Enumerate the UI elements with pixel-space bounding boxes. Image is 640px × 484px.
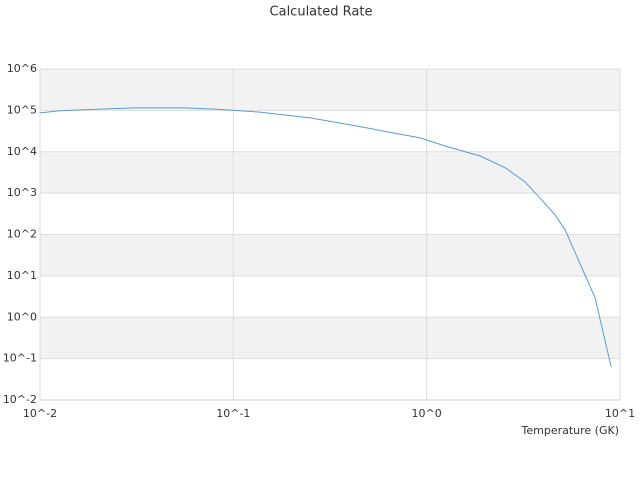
data-line	[39, 107, 612, 368]
y-tick-label: 10^1	[7, 269, 37, 282]
grid-band	[40, 151, 620, 194]
y-tick-label: 10^0	[7, 310, 37, 323]
x-tick-label: 10^-2	[23, 407, 57, 420]
x-axis-label: Temperature (GK)	[521, 424, 620, 437]
y-tick-label: 10^4	[7, 145, 37, 158]
y-tick-label: 10^6	[7, 62, 37, 75]
x-tick-label: 10^0	[412, 407, 442, 420]
grid-band	[40, 69, 620, 111]
chart-title: Calculated Rate	[270, 5, 373, 20]
y-tick-label: 10^-2	[3, 393, 37, 406]
grid-band	[40, 234, 620, 276]
x-tick-label: 10^-1	[216, 407, 250, 420]
x-tick-label: 10^1	[605, 407, 635, 420]
y-tick-label: 10^2	[7, 228, 37, 241]
grid-band	[40, 317, 620, 359]
y-tick-label: 10^3	[7, 186, 37, 199]
y-tick-label: 10^5	[7, 103, 37, 116]
y-tick-label: 10^-1	[3, 352, 37, 365]
